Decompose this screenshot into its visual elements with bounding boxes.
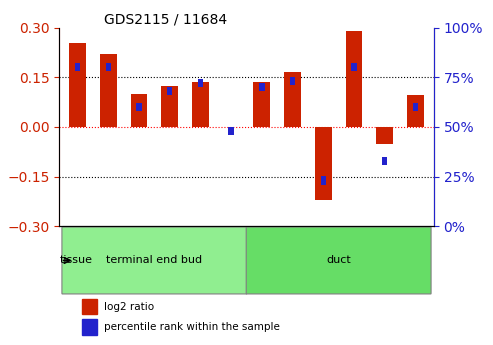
Bar <box>320 177 326 185</box>
Bar <box>106 63 111 71</box>
Bar <box>82 299 97 314</box>
Bar <box>75 63 80 71</box>
Bar <box>198 79 203 87</box>
Bar <box>253 82 270 127</box>
Bar <box>351 63 357 71</box>
Bar <box>315 127 332 200</box>
Bar <box>82 319 97 335</box>
Text: log2 ratio: log2 ratio <box>104 302 154 312</box>
Bar <box>69 42 86 127</box>
Bar <box>192 82 209 127</box>
Bar <box>346 31 362 127</box>
Text: terminal end bud: terminal end bud <box>106 256 203 265</box>
Bar <box>228 127 234 135</box>
Text: tissue: tissue <box>60 256 93 265</box>
Bar <box>376 127 393 144</box>
Bar <box>100 54 117 127</box>
Bar <box>131 94 147 127</box>
FancyBboxPatch shape <box>62 227 247 294</box>
Text: GDS2115 / 11684: GDS2115 / 11684 <box>104 12 227 27</box>
Bar <box>136 103 142 111</box>
Bar <box>284 72 301 127</box>
Bar <box>407 96 424 127</box>
Text: duct: duct <box>326 256 351 265</box>
Bar <box>413 103 418 111</box>
Bar <box>161 86 178 127</box>
Bar <box>290 77 295 86</box>
Text: percentile rank within the sample: percentile rank within the sample <box>104 322 280 332</box>
Bar <box>259 83 265 91</box>
Bar <box>167 87 173 95</box>
FancyBboxPatch shape <box>246 227 431 294</box>
Bar <box>382 157 387 165</box>
